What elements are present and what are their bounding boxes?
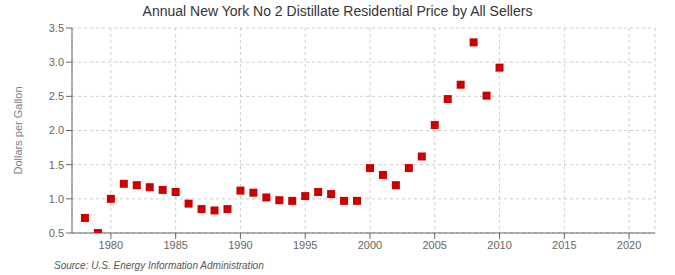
svg-text:1.0: 1.0 [49, 193, 64, 205]
html-text:Annual New York No 2 Distillat: Annual New York No 2 Distillate Resident… [142, 3, 533, 19]
svg-text:2000: 2000 [358, 239, 382, 251]
html-text:Source: U.S. Energy Informatio: Source: U.S. Energy Information Administ… [54, 260, 264, 271]
svg-text:1990: 1990 [228, 239, 252, 251]
svg-text:2015: 2015 [552, 239, 576, 251]
svg-text:Dollars per Gallon: Dollars per Gallon [12, 86, 24, 174]
svg-text:2005: 2005 [423, 239, 447, 251]
svg-text:1995: 1995 [293, 239, 317, 251]
svg-text:2.0: 2.0 [49, 124, 64, 136]
svg-text:1980: 1980 [99, 239, 123, 251]
svg-text:0.5: 0.5 [49, 227, 64, 239]
svg-text:1985: 1985 [163, 239, 187, 251]
svg-text:3.5: 3.5 [49, 22, 64, 34]
svg-text:2020: 2020 [617, 239, 641, 251]
svg-text:3.0: 3.0 [49, 56, 64, 68]
svg-text:2.5: 2.5 [49, 90, 64, 102]
svg-text:2010: 2010 [487, 239, 511, 251]
svg-text:1.5: 1.5 [49, 159, 64, 171]
